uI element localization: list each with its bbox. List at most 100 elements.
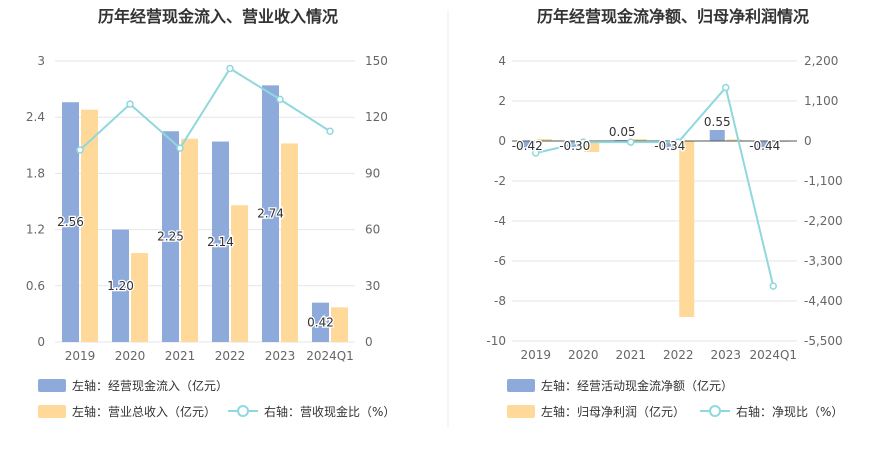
data-labels: -0.42 -0.30 0.05 -0.34 0.55 -0.44 <box>510 114 781 155</box>
ratio-point <box>326 127 334 135</box>
data-label: 2.14 <box>207 235 234 249</box>
ratio-point <box>276 95 284 104</box>
x-tick-label: 2021 <box>165 349 196 363</box>
left-tick-label: 1.8 <box>26 166 45 180</box>
legend-ratio: 右轴：营收现金比（%） <box>264 404 395 419</box>
x-tick-label: 2024Q1 <box>749 348 797 362</box>
bar-series-2 <box>281 143 298 342</box>
ratio-point <box>674 138 682 146</box>
bar-series-1 <box>757 141 773 150</box>
bar-series-1 <box>62 102 79 342</box>
x-tick-label: 2020 <box>115 349 146 363</box>
legend: 左轴：经营活动现金流净额（亿元） 左轴：归母净利润（亿元） 右轴：净现比（%） <box>507 378 843 419</box>
chart-title: 历年经营现金流入、营业收入情况 <box>98 7 338 26</box>
left-tick-label: 4 <box>498 54 506 68</box>
right-tick-label: -1,100 <box>804 174 843 188</box>
left-tick-label: -10 <box>486 334 506 348</box>
bar-series-1 <box>262 85 279 342</box>
legend-ratio: 右轴：净现比（%） <box>736 404 843 419</box>
bar-series-1 <box>112 229 129 342</box>
legend-swatch-cash-inflow <box>38 379 66 392</box>
data-labels: 2.56 1.20 2.25 2.14 2.74 0.42 <box>56 205 335 330</box>
bar-series-2 <box>331 307 348 342</box>
x-tick-label: 2022 <box>663 348 694 362</box>
left-tick-label: 2.4 <box>26 110 45 124</box>
x-tick-label: 2023 <box>710 348 741 362</box>
left-tick-label: -4 <box>494 214 506 228</box>
right-tick-label: 90 <box>365 166 380 180</box>
ratio-point <box>126 100 134 108</box>
legend-net-profit: 左轴：归母净利润（亿元） <box>541 404 685 419</box>
right-tick-label: 150 <box>365 54 388 68</box>
legend-marker-ratio <box>709 405 721 417</box>
x-tick-label: 2019 <box>65 349 96 363</box>
legend-revenue: 左轴：营业总收入（亿元） <box>72 404 216 419</box>
legend-swatch-net-cash <box>507 379 535 392</box>
right-tick-label: -4,400 <box>804 294 843 308</box>
left-tick-label: 0 <box>498 134 506 148</box>
bar-series-2 <box>726 139 742 141</box>
data-label: 2.74 <box>257 207 284 221</box>
x-tick-label: 2020 <box>568 348 599 362</box>
right-tick-label: 30 <box>365 279 380 293</box>
ratio-point <box>176 144 184 152</box>
bar-series-1 <box>162 131 179 342</box>
data-label: -0.44 <box>749 139 780 153</box>
ratio-point <box>722 83 730 92</box>
ratio-point <box>769 282 777 290</box>
chart-title: 历年经营现金流净额、归母净利润情况 <box>537 7 809 26</box>
left-tick-label: 0 <box>37 335 45 349</box>
left-axis-ticks: 0 0.6 1.2 1.8 2.4 3 <box>26 54 45 349</box>
bar-series-1 <box>709 130 725 141</box>
x-tick-label: 2024Q1 <box>306 349 354 363</box>
legend-cash-inflow: 左轴：经营现金流入（亿元） <box>72 378 228 393</box>
left-tick-label: -8 <box>494 294 506 308</box>
bar-series-1 <box>662 141 678 148</box>
bars <box>519 130 790 317</box>
bar-series-2 <box>81 109 98 342</box>
chart-panel-net-cash-profit: 历年经营现金流净额、归母净利润情况 -10 -8 -6 -4 -2 0 2 4 -5,500 -… <box>486 7 843 419</box>
bars <box>62 85 348 342</box>
data-label: 0.42 <box>307 315 334 329</box>
right-tick-label: 0 <box>804 134 812 148</box>
data-label: -0.34 <box>654 139 685 153</box>
grid-lines <box>55 60 355 343</box>
legend: 左轴：经营现金流入（亿元） 左轴：营业总收入（亿元） 右轴：营收现金比（%） <box>38 378 395 419</box>
right-tick-label: -3,300 <box>804 254 843 268</box>
data-label: 0.55 <box>704 115 731 129</box>
data-label: 2.56 <box>57 215 84 229</box>
right-tick-label: 1,100 <box>804 94 838 108</box>
bar-series-2 <box>231 205 248 342</box>
x-tick-label: 2019 <box>520 348 551 362</box>
left-tick-label: 2 <box>498 94 506 108</box>
bar-series-1 <box>212 141 229 342</box>
data-label: 0.05 <box>609 125 636 139</box>
ratio-line-path <box>79 67 331 151</box>
left-tick-label: -2 <box>494 174 506 188</box>
data-label: -0.42 <box>512 139 543 153</box>
grid-lines <box>512 60 797 342</box>
ratio-line-path <box>535 85 775 287</box>
ratio-point <box>532 149 540 157</box>
left-tick-label: -6 <box>494 254 506 268</box>
right-tick-label: 60 <box>365 223 380 237</box>
x-tick-label: 2021 <box>615 348 646 362</box>
legend-marker-ratio <box>237 405 249 417</box>
bar-series-1 <box>519 141 535 150</box>
right-tick-label: 0 <box>365 335 373 349</box>
bar-series-2 <box>536 139 552 141</box>
legend-net-cash: 左轴：经营活动现金流净额（亿元） <box>541 378 733 393</box>
ratio-line <box>532 83 777 290</box>
legend-swatch-revenue <box>38 405 66 418</box>
data-label: 2.25 <box>157 230 184 244</box>
legend-swatch-net-profit <box>507 405 535 418</box>
right-tick-label: 120 <box>365 110 388 124</box>
x-axis-ticks: 2019 2020 2021 2022 2023 2024Q1 <box>520 348 797 362</box>
bar-series-2 <box>631 139 647 141</box>
ratio-point <box>226 64 234 73</box>
right-tick-label: -5,500 <box>804 334 843 348</box>
left-axis-ticks: -10 -8 -6 -4 -2 0 2 4 <box>486 54 506 348</box>
ratio-point <box>76 146 84 154</box>
chart-panel-cash-inflow-revenue: 历年经营现金流入、营业收入情况 0 0.6 1.2 1.8 2.4 3 0 30 60 90 12… <box>26 7 396 419</box>
